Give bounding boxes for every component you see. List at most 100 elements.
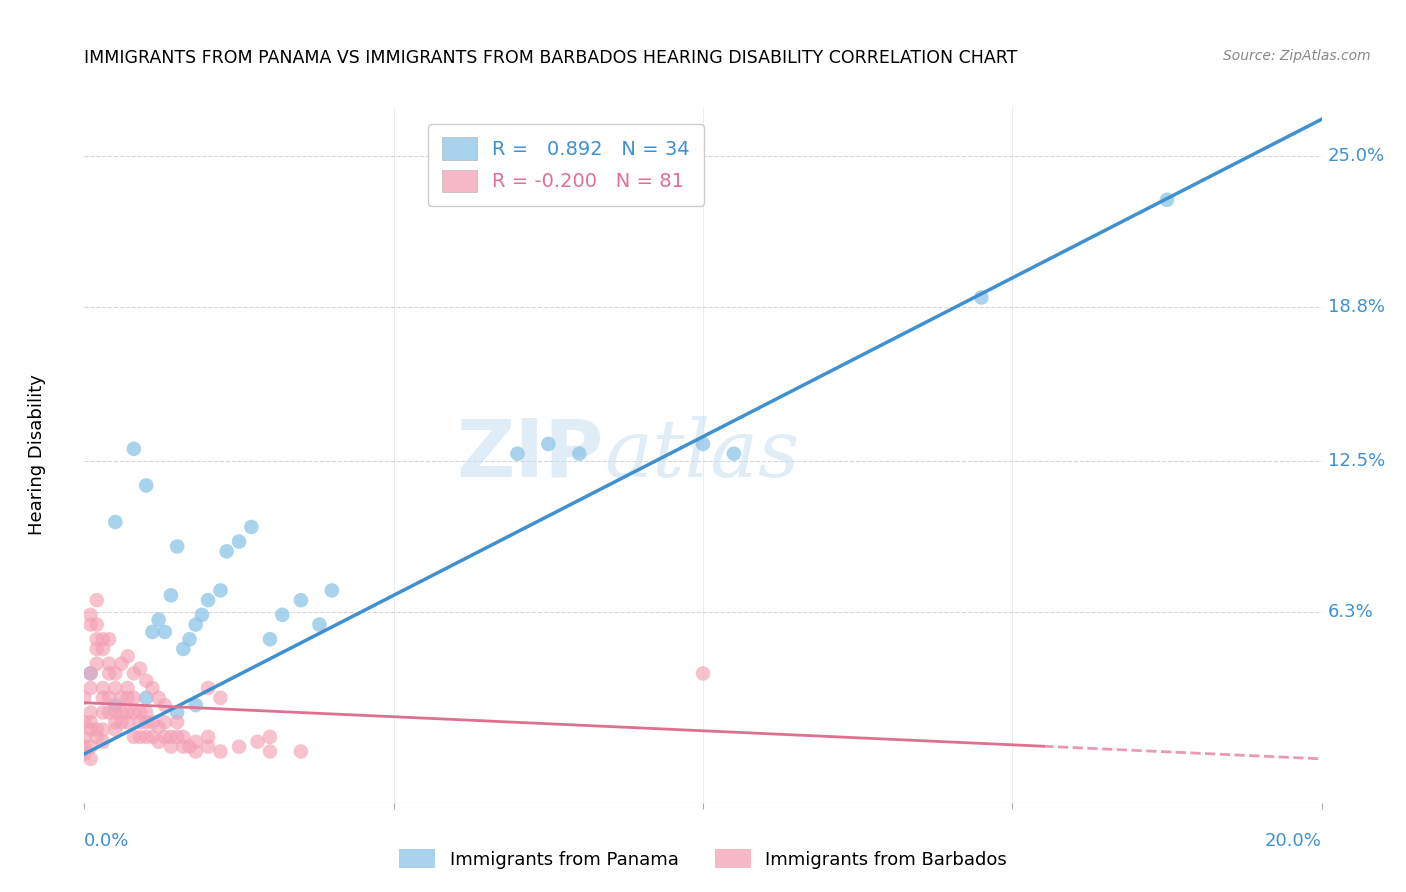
- Point: [79, 681, 101, 695]
- Point: [259, 730, 281, 744]
- Point: [148, 735, 170, 749]
- Point: [179, 632, 201, 647]
- Point: [308, 617, 330, 632]
- Point: [135, 690, 157, 705]
- Text: 20.0%: 20.0%: [1265, 832, 1322, 850]
- Point: [122, 442, 145, 456]
- Text: Hearing Disability: Hearing Disability: [28, 375, 46, 535]
- Point: [197, 593, 219, 607]
- Point: [153, 730, 176, 744]
- Point: [135, 730, 157, 744]
- Point: [148, 690, 170, 705]
- Point: [79, 666, 101, 681]
- Point: [86, 642, 108, 657]
- Point: [122, 730, 145, 744]
- Point: [79, 723, 101, 737]
- Point: [110, 690, 132, 705]
- Point: [73, 747, 96, 761]
- Point: [246, 735, 269, 749]
- Point: [141, 624, 163, 639]
- Point: [129, 706, 152, 720]
- Point: [290, 593, 312, 607]
- Point: [117, 706, 139, 720]
- Text: 18.8%: 18.8%: [1327, 298, 1385, 317]
- Point: [197, 681, 219, 695]
- Point: [970, 290, 993, 304]
- Point: [184, 698, 207, 713]
- Point: [228, 534, 250, 549]
- Point: [86, 632, 108, 647]
- Point: [153, 715, 176, 730]
- Point: [153, 624, 176, 639]
- Point: [209, 745, 232, 759]
- Point: [86, 617, 108, 632]
- Text: 25.0%: 25.0%: [1327, 147, 1385, 165]
- Point: [184, 735, 207, 749]
- Point: [568, 447, 591, 461]
- Point: [110, 715, 132, 730]
- Point: [135, 706, 157, 720]
- Point: [129, 661, 152, 675]
- Point: [129, 715, 152, 730]
- Point: [197, 739, 219, 754]
- Point: [117, 690, 139, 705]
- Point: [135, 478, 157, 492]
- Point: [98, 666, 121, 681]
- Point: [692, 666, 714, 681]
- Text: ZIP: ZIP: [457, 416, 605, 494]
- Point: [91, 632, 114, 647]
- Point: [148, 613, 170, 627]
- Point: [215, 544, 238, 558]
- Point: [141, 681, 163, 695]
- Point: [98, 657, 121, 671]
- Text: Source: ZipAtlas.com: Source: ZipAtlas.com: [1223, 49, 1371, 63]
- Point: [1156, 193, 1178, 207]
- Point: [184, 617, 207, 632]
- Point: [91, 642, 114, 657]
- Point: [166, 706, 188, 720]
- Legend: Immigrants from Panama, Immigrants from Barbados: Immigrants from Panama, Immigrants from …: [392, 842, 1014, 876]
- Point: [104, 698, 127, 713]
- Point: [160, 588, 183, 602]
- Point: [290, 745, 312, 759]
- Point: [117, 649, 139, 664]
- Point: [692, 437, 714, 451]
- Point: [160, 739, 183, 754]
- Point: [259, 632, 281, 647]
- Point: [166, 715, 188, 730]
- Point: [723, 447, 745, 461]
- Point: [259, 745, 281, 759]
- Point: [228, 739, 250, 754]
- Point: [117, 715, 139, 730]
- Point: [91, 690, 114, 705]
- Point: [104, 666, 127, 681]
- Point: [110, 706, 132, 720]
- Point: [79, 715, 101, 730]
- Point: [148, 720, 170, 734]
- Point: [209, 583, 232, 598]
- Point: [122, 706, 145, 720]
- Point: [172, 739, 194, 754]
- Point: [79, 617, 101, 632]
- Point: [104, 681, 127, 695]
- Point: [98, 690, 121, 705]
- Point: [73, 739, 96, 754]
- Text: atlas: atlas: [605, 417, 800, 493]
- Point: [271, 607, 294, 622]
- Point: [98, 706, 121, 720]
- Point: [166, 730, 188, 744]
- Point: [129, 730, 152, 744]
- Point: [104, 723, 127, 737]
- Point: [104, 715, 127, 730]
- Point: [73, 730, 96, 744]
- Point: [153, 698, 176, 713]
- Point: [191, 607, 214, 622]
- Point: [73, 715, 96, 730]
- Point: [86, 723, 108, 737]
- Text: 12.5%: 12.5%: [1327, 452, 1385, 470]
- Point: [135, 673, 157, 688]
- Point: [91, 735, 114, 749]
- Text: 0.0%: 0.0%: [84, 832, 129, 850]
- Point: [98, 632, 121, 647]
- Point: [73, 690, 96, 705]
